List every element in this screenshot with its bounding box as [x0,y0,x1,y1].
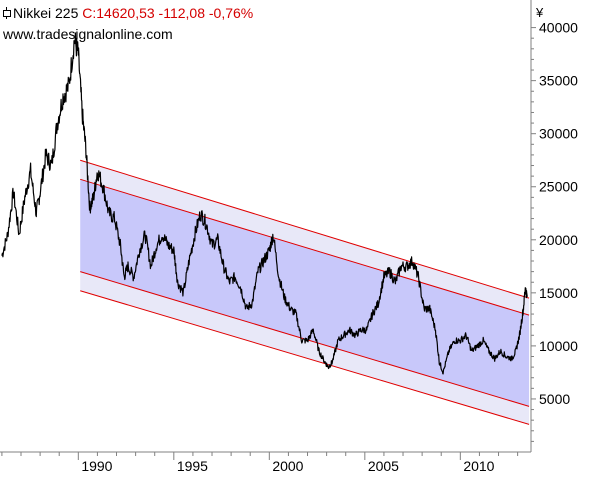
price-line [1,32,528,375]
quote-readout: C:14620,53 -112,08 -0,76% [82,5,254,21]
x-tick-label: 2000 [272,458,303,474]
x-tick-label: 1990 [81,458,112,474]
x-axis-ticks: 1990 1995 2000 2005 2010 [1,452,519,474]
y-tick-label: 25000 [539,179,578,195]
channel-line-lower-outer [80,290,530,425]
source-url: www.tradesignalonline.com [3,26,173,42]
chart-header: Nikkei 225 C:14620,53 -112,08 -0,76% [3,5,253,21]
x-tick-label: 1995 [177,458,208,474]
y-tick-label: 20000 [539,232,578,248]
chart-axes [0,0,532,453]
y-axis-ticks: 5000 10000 15000 20000 25000 30000 35000 40000 [531,20,578,442]
y-tick-label: 40000 [539,20,578,36]
channel-line-upper-outer [80,159,530,299]
y-tick-label: 35000 [539,73,578,89]
y-tick-label: 5000 [539,391,570,407]
lower-band [80,271,530,425]
x-tick-label: 2005 [368,458,399,474]
channel-line-upper-inner [80,178,530,316]
price-series [1,32,528,375]
channel-body [80,179,530,407]
y-axis-unit: ¥ [536,5,544,20]
y-tick-label: 10000 [539,338,578,354]
candlestick-icon [3,7,11,19]
x-tick-label: 2010 [463,458,494,474]
y-tick-label: 30000 [539,126,578,142]
symbol-name: Nikkei 225 [13,5,79,21]
y-tick-label: 15000 [539,285,578,301]
